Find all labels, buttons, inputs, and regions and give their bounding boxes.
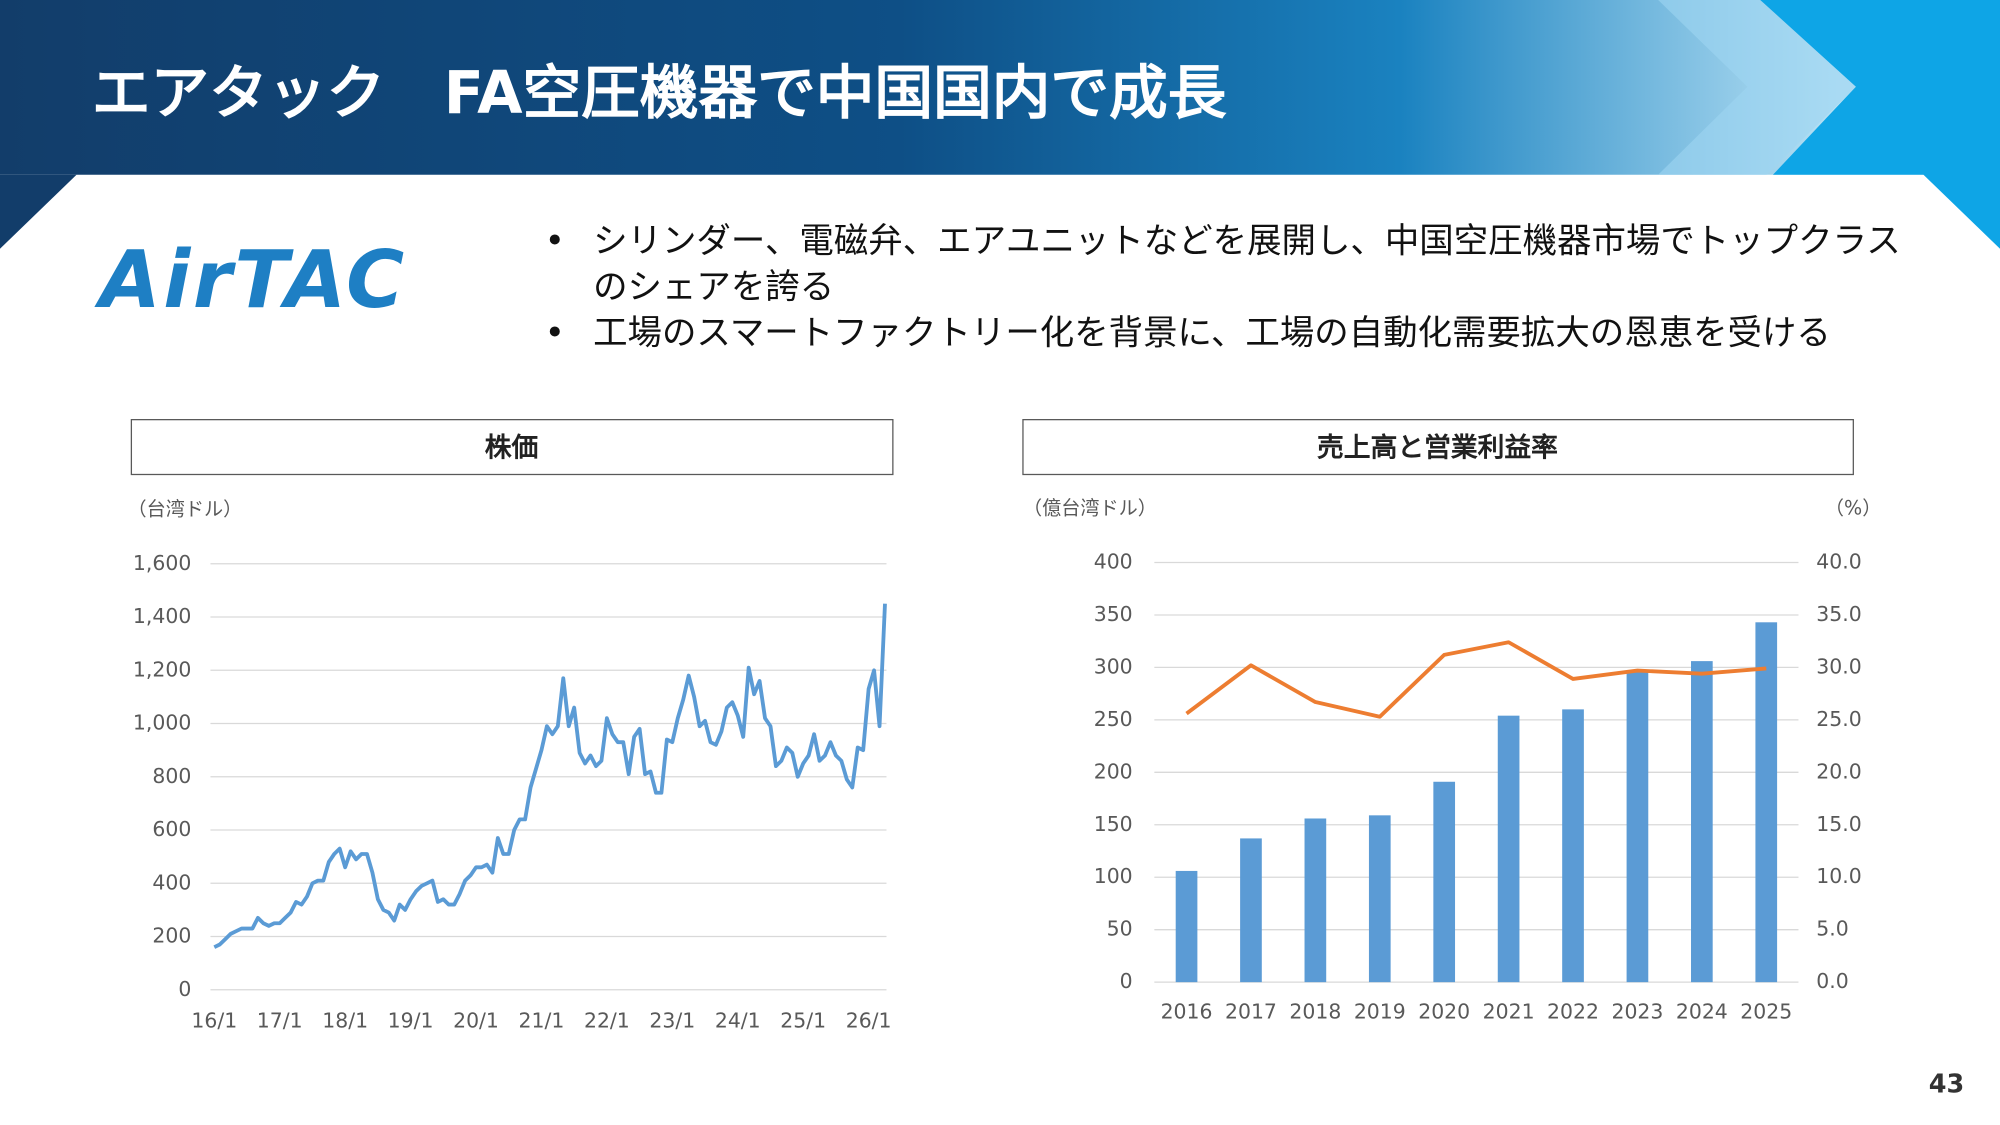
x-tick-label: 2019 [1354, 1000, 1406, 1024]
x-tick-label: 26/1 [846, 1009, 892, 1033]
line-series [213, 603, 887, 949]
y-tick-label: 35.0 [1816, 602, 1861, 626]
x-tick-label: 22/1 [584, 1009, 630, 1033]
y-tick-label: 300 [1094, 654, 1133, 678]
x-tick-label: 25/1 [780, 1009, 826, 1033]
bar [1240, 838, 1262, 983]
y-tick-label: 600 [152, 817, 191, 841]
bullet: 工場のスマートファクトリー化を背景に、工場の自動化需要拡大の恩恵を受ける [545, 311, 1920, 357]
y-tick-label: 200 [1094, 759, 1133, 783]
bullet-list: シリンダー、電磁弁、エアユニットなどを展開し、中国空圧機器市場でトップクラスのシ… [542, 219, 1920, 357]
header-band [0, 0, 2000, 175]
x-tick-label: 18/1 [322, 1009, 368, 1033]
bar [1691, 661, 1713, 983]
bar [1368, 815, 1391, 983]
y-tick-label: 40.0 [1816, 550, 1861, 574]
bar [1562, 709, 1584, 983]
chart-title: 売上高と営業利益率 [1317, 431, 1558, 463]
bar [1755, 622, 1778, 983]
y2-axis-label: （%） [1825, 496, 1881, 519]
bar [1433, 781, 1456, 983]
x-tick-label: 2023 [1611, 1000, 1663, 1024]
y-axis-label: （億台湾ドル） [1023, 496, 1157, 519]
y-tick-label: 400 [1094, 550, 1133, 574]
y-tick-label: 200 [152, 924, 191, 948]
bullets: シリンダー、電磁弁、エアユニットなどを展開し、中国空圧機器市場でトップクラスのシ… [542, 219, 1920, 372]
x-tick-label: 2022 [1547, 1000, 1599, 1024]
x-tick-label: 2018 [1289, 1000, 1341, 1024]
x-tick-label: 23/1 [649, 1009, 695, 1033]
y-tick-label: 5.0 [1816, 917, 1848, 941]
x-tick-label: 17/1 [257, 1009, 303, 1033]
x-tick-label: 24/1 [715, 1009, 761, 1033]
y-tick-label: 50 [1107, 917, 1133, 941]
y-tick-label: 0.0 [1816, 969, 1848, 993]
y-tick-label: 350 [1094, 602, 1133, 626]
x-tick-label: 2020 [1418, 1000, 1470, 1024]
y-tick-label: 100 [1094, 864, 1133, 888]
y-tick-label: 0 [1120, 969, 1133, 993]
y-tick-label: 1,400 [133, 604, 191, 628]
y-tick-label: 150 [1094, 812, 1133, 836]
chart-title-box [130, 419, 894, 476]
x-tick-label: 2021 [1483, 1000, 1535, 1024]
y-tick-label: 25.0 [1816, 707, 1861, 731]
x-tick-label: 2025 [1740, 1000, 1792, 1024]
bar [1175, 870, 1198, 983]
bar [1497, 715, 1520, 983]
chart-title: 株価 [485, 432, 539, 463]
chart-title-box [1022, 419, 1854, 476]
bar [1626, 670, 1649, 983]
x-tick-label: 20/1 [453, 1009, 499, 1033]
bar [1304, 818, 1327, 983]
x-tick-label: 16/1 [191, 1009, 237, 1033]
y-tick-label: 1,000 [133, 711, 191, 735]
y-tick-label: 400 [152, 870, 191, 894]
header: エアタック FA空圧機器で中国国内で成長 [0, 0, 2000, 249]
y-axis-label: （台湾ドル） [128, 498, 243, 521]
x-tick-label: 2024 [1676, 1000, 1728, 1024]
x-tick-label: 2017 [1225, 1000, 1277, 1024]
x-tick-label: 21/1 [519, 1009, 565, 1033]
slide-title: エアタック FA空圧機器で中国国内で成長 [92, 59, 1227, 127]
header-corner [0, 174, 77, 249]
x-tick-label: 2016 [1161, 1000, 1213, 1024]
logo: AirTAC [93, 234, 406, 326]
y-tick-label: 800 [152, 764, 191, 788]
y-tick-label: 0 [178, 977, 191, 1001]
header-chevron-light [1658, 0, 1856, 175]
y-tick-label: 20.0 [1816, 759, 1861, 783]
y-tick-label: 10.0 [1816, 864, 1861, 888]
y-tick-label: 1,200 [133, 657, 191, 681]
header-chevron [1760, 0, 2000, 249]
y-tick-label: 30.0 [1816, 654, 1861, 678]
y-tick-label: 1,600 [133, 551, 191, 575]
bullet: シリンダー、電磁弁、エアユニットなどを展開し、中国空圧機器市場でトップクラスのシ… [545, 219, 1920, 311]
y-tick-label: 15.0 [1816, 812, 1861, 836]
y-tick-label: 250 [1094, 707, 1133, 731]
line-series [1185, 640, 1767, 719]
page-number: 43 [1929, 1069, 1965, 1099]
x-tick-label: 19/1 [388, 1009, 434, 1033]
